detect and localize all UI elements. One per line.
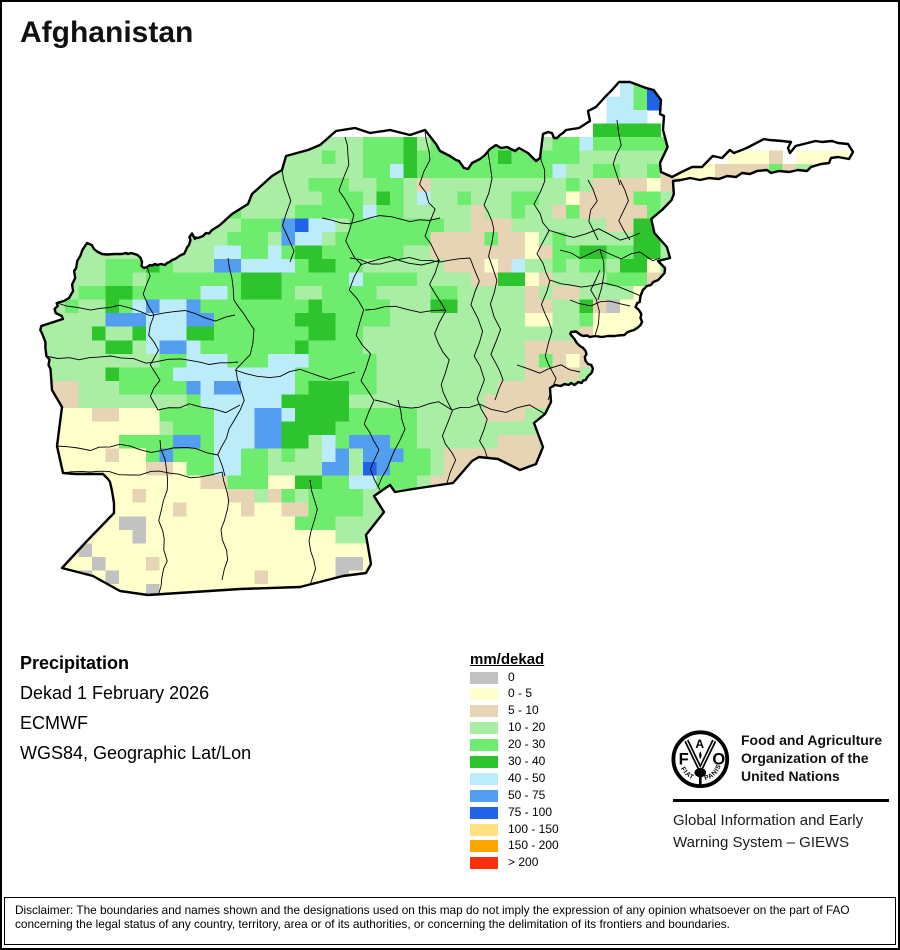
svg-text:F: F (679, 750, 689, 768)
svg-text:A: A (695, 737, 704, 751)
svg-text:O: O (712, 750, 725, 768)
